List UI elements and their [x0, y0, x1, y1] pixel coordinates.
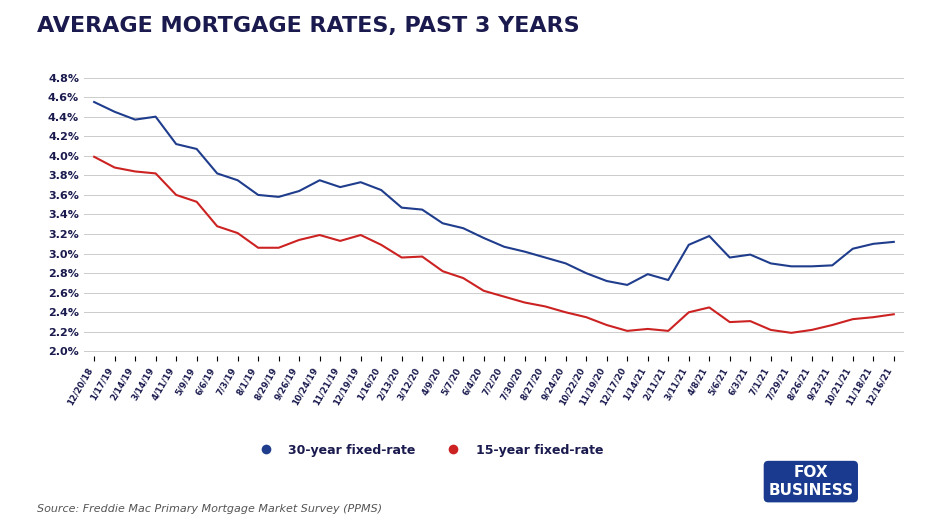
Text: AVERAGE MORTGAGE RATES, PAST 3 YEARS: AVERAGE MORTGAGE RATES, PAST 3 YEARS: [37, 16, 580, 36]
Text: FOX
BUSINESS: FOX BUSINESS: [768, 465, 854, 498]
Legend: 30-year fixed-rate, 15-year fixed-rate: 30-year fixed-rate, 15-year fixed-rate: [249, 439, 609, 462]
Text: Source: Freddie Mac Primary Mortgage Market Survey (PPMS): Source: Freddie Mac Primary Mortgage Mar…: [37, 504, 382, 514]
